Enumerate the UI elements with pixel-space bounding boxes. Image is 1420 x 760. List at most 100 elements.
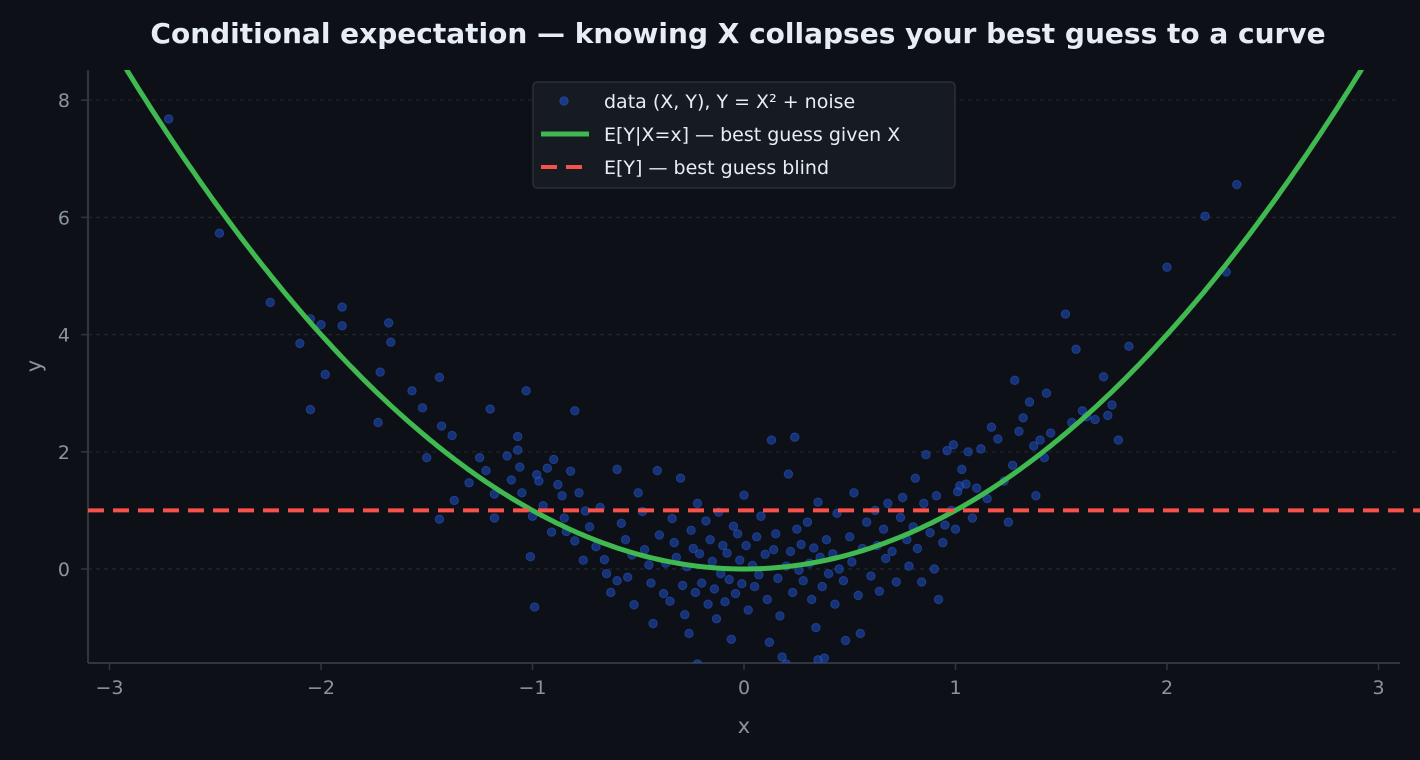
scatter-point <box>722 548 732 558</box>
scatter-point <box>616 518 627 528</box>
scatter-point <box>669 537 679 548</box>
scatter-point <box>316 319 326 330</box>
legend-label: E[Y] — best guess blind <box>604 157 829 179</box>
scatter-point <box>692 498 703 509</box>
scatter-point <box>726 634 737 645</box>
scatter-point <box>707 556 717 567</box>
scatter-point <box>214 228 225 238</box>
scatter-point <box>845 532 855 542</box>
scatter-point <box>677 580 688 591</box>
scatter-point <box>474 452 485 463</box>
scatter-point <box>570 536 580 546</box>
scatter-point <box>337 302 347 312</box>
scatter-point <box>751 532 762 542</box>
scatter-point <box>720 597 730 607</box>
scatter-point <box>921 450 931 460</box>
scatter-point <box>961 479 971 489</box>
scatter-point <box>855 628 866 639</box>
x-tick-label: −1 <box>518 677 546 699</box>
scatter-point <box>792 524 802 534</box>
scatter-point <box>652 465 662 476</box>
scatter-point <box>265 297 275 308</box>
scatter-point <box>760 549 770 560</box>
scatter-point <box>942 445 952 456</box>
scatter-point <box>667 513 677 524</box>
scatter-point <box>806 594 817 605</box>
scatter-point <box>481 465 491 476</box>
y-tick-label: 6 <box>58 207 70 229</box>
scatter-point <box>644 560 654 570</box>
scatter-point <box>709 584 720 594</box>
scatter-point <box>897 492 908 503</box>
scatter-point <box>665 596 675 606</box>
x-axis-label: x <box>738 714 750 738</box>
scatter-point <box>1107 400 1117 410</box>
scatter-point <box>790 432 800 442</box>
scatter-point <box>895 512 906 523</box>
scatter-point <box>910 473 921 483</box>
scatter-point <box>754 570 764 580</box>
scatter-point <box>771 529 781 539</box>
scatter-point <box>728 521 739 531</box>
scatter-point <box>948 440 959 450</box>
scatter-point <box>434 372 445 383</box>
scatter-point <box>887 546 897 557</box>
scatter-point <box>866 571 876 581</box>
scatter-point <box>1018 413 1028 423</box>
scatter-point <box>838 576 849 586</box>
scatter-point <box>546 527 557 537</box>
y-axis-label: y <box>22 360 46 372</box>
x-tick-label: −2 <box>307 677 335 699</box>
scatter-point <box>701 516 711 526</box>
scatter-point <box>489 513 500 523</box>
legend-label: E[Y|X=x] — best guess given X <box>604 124 900 146</box>
scatter-point <box>1035 435 1045 445</box>
scatter-point <box>686 525 696 536</box>
scatter-point <box>777 652 787 662</box>
scatter-point <box>809 543 819 553</box>
scatter-point <box>798 576 808 586</box>
scatter-point <box>1041 388 1052 398</box>
scatter-point <box>422 452 432 463</box>
scatter-point <box>1029 441 1039 451</box>
scatter-point <box>612 576 622 586</box>
scatter-point <box>1103 410 1113 421</box>
scatter-point <box>878 524 889 534</box>
y-tick-label: 4 <box>58 325 70 347</box>
scatter-point <box>688 543 698 554</box>
conditional-expectation-curve <box>123 70 1365 572</box>
scatter-point <box>933 594 944 605</box>
scatter-point <box>512 431 523 442</box>
scatter-point <box>1113 435 1124 445</box>
scatter-point <box>967 513 978 523</box>
scatter-point <box>515 462 525 472</box>
scatter-point <box>447 430 457 441</box>
scatter-point <box>449 495 459 506</box>
legend-label: data (X, Y), Y = X² + noise <box>604 91 855 113</box>
scatter-point <box>646 578 656 588</box>
scatter-point <box>787 587 798 598</box>
scatter-point <box>1124 341 1134 352</box>
scatter-point <box>1071 344 1081 354</box>
scatter-point <box>811 622 821 633</box>
scatter-point <box>506 475 517 485</box>
scatter-point <box>574 488 584 498</box>
scatter-point <box>982 493 992 504</box>
scatter-point <box>931 491 942 501</box>
chart-title: Conditional expectation — knowing X coll… <box>150 17 1325 50</box>
scatter-point <box>840 635 851 646</box>
scatter-point <box>768 544 779 555</box>
x-tick-label: 2 <box>1161 677 1173 699</box>
scatter-point <box>305 404 316 415</box>
scatter-point <box>584 522 595 532</box>
scatter-point <box>690 587 701 598</box>
scatter-point <box>817 581 827 592</box>
scatter-point <box>703 599 713 609</box>
scatter-point <box>785 546 796 557</box>
scatter-point <box>919 498 929 509</box>
scatter-point <box>739 490 749 500</box>
scatter-point <box>891 577 901 587</box>
scatter-point <box>1024 397 1035 407</box>
scatter-point <box>648 618 658 629</box>
scatter-point <box>373 417 383 428</box>
